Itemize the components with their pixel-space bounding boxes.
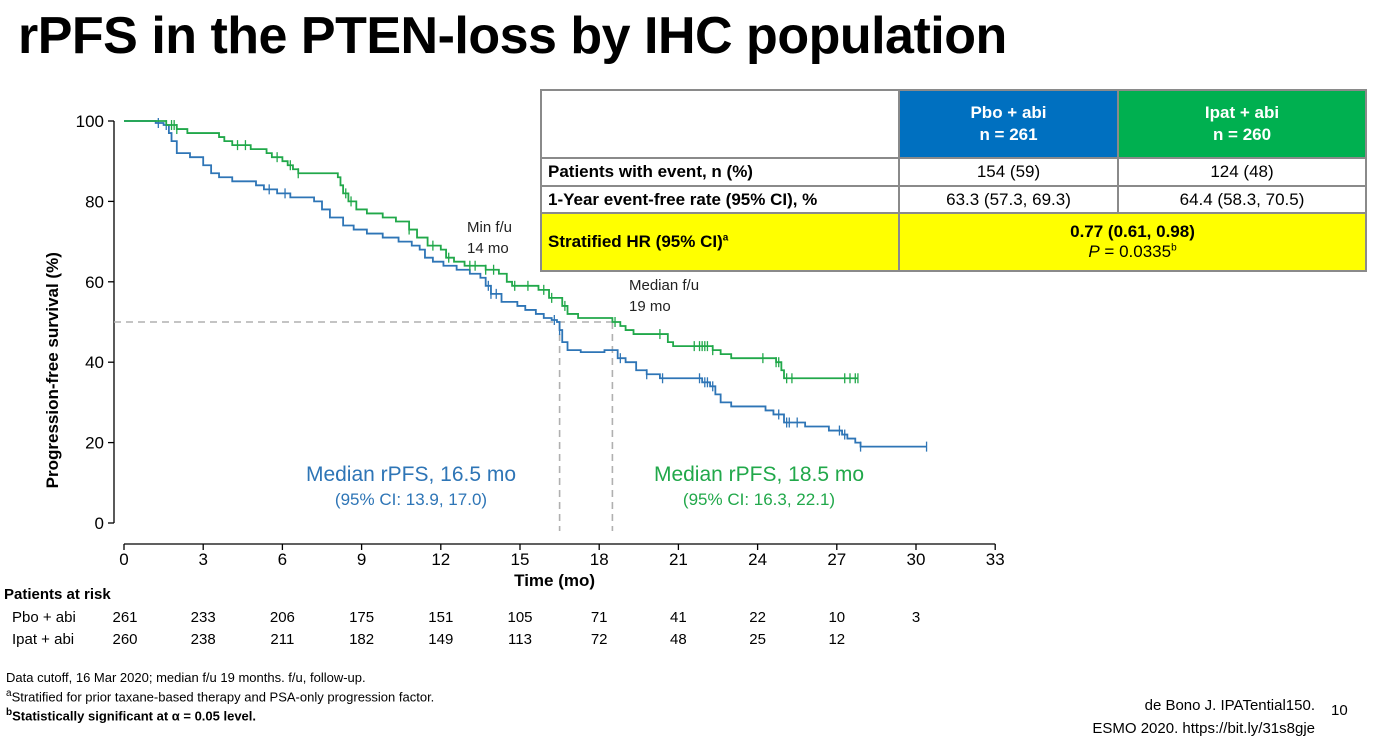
footnote-3: bStatistically significant at α = 0.05 l… (6, 707, 256, 723)
risk-cell: 113 (508, 631, 532, 648)
col-header-ipat-n: n = 260 (1212, 125, 1272, 144)
cell-events-pbo: 154 (59) (898, 157, 1119, 187)
risk-table-title: Patients at risk (4, 586, 111, 603)
chart-annotations: Min f/u 14 mo Median f/u 19 mo Median rPFS, … (306, 219, 864, 509)
table-corner-cell (540, 89, 900, 159)
risk-cell: 233 (190, 609, 216, 626)
y-tick-label: 80 (85, 192, 104, 211)
annotation-3-line1: Median rPFS, 18.5 mo (654, 463, 864, 486)
survival-curves (124, 118, 928, 452)
row-label-hr: Stratified HR (95% CI)a (540, 212, 900, 272)
risk-cell: 25 (749, 631, 766, 648)
risk-cell: 10 (828, 609, 846, 626)
annotation-2-line2: (95% CI: 13.9, 17.0) (335, 490, 487, 509)
risk-cell: 105 (507, 609, 533, 626)
risk-cell: 182 (349, 631, 375, 648)
y-axis-label: Progression-free survival (%) (43, 252, 62, 488)
table-row-hr: Stratified HR (95% CI)a 0.77 (0.61, 0.98… (540, 212, 1367, 272)
risk-cell: 261 (112, 609, 138, 626)
y-tick-label: 40 (85, 353, 104, 372)
risk-label-ipat: Ipat + abi (12, 631, 75, 648)
risk-cell: 3 (911, 609, 921, 626)
p-label: P (1088, 242, 1100, 261)
col-header-ipat-label: Ipat + abi (1204, 103, 1280, 122)
cell-efr-pbo: 63.3 (57.3, 69.3) (898, 185, 1119, 214)
x-tick-label: 18 (590, 550, 609, 569)
table-row: 1-Year event-free rate (95% CI), % 63.3 … (540, 185, 1367, 214)
risk-cell: 12 (828, 631, 846, 648)
risk-label-pbo: Pbo + abi (12, 609, 76, 626)
risk-cell: 149 (428, 631, 454, 648)
risk-cell: 41 (670, 609, 687, 626)
risk-cell: 71 (590, 609, 608, 626)
annotation-0-line1: Min f/u (467, 219, 512, 236)
x-tick-label: 21 (669, 550, 688, 569)
risk-cell: 175 (349, 609, 375, 626)
hr-label: Stratified HR (95% CI) (548, 232, 723, 251)
y-tick-label: 60 (85, 273, 104, 292)
slide-title: rPFS in the PTEN-loss by IHC population (18, 7, 1007, 65)
risk-cell: 72 (590, 631, 608, 648)
p-sup: b (1171, 242, 1177, 254)
risk-cell: 151 (428, 609, 454, 626)
risk-cell: 206 (269, 609, 295, 626)
cell-events-ipat: 124 (48) (1117, 157, 1367, 187)
x-tick-label: 33 (986, 550, 1005, 569)
footnote-3-sup: b (6, 707, 13, 718)
footnote-2: aStratified for prior taxane-based thera… (6, 688, 434, 704)
risk-cell: 48 (670, 631, 687, 648)
annotation-3-line2: (95% CI: 16.3, 22.1) (683, 490, 835, 509)
page-number: 10 (1331, 702, 1348, 719)
col-header-ipat: Ipat + abi n = 260 (1117, 89, 1367, 159)
x-tick-label: 9 (357, 550, 366, 569)
footnote-2-sup: a (6, 688, 12, 699)
p-value-line: P = 0.0335b (906, 242, 1359, 262)
risk-cell: 22 (749, 609, 766, 626)
row-label-events: Patients with event, n (%) (540, 157, 900, 187)
footnote-1: Data cutoff, 16 Mar 2020; median f/u 19 … (6, 670, 366, 685)
citation-line-2: ESMO 2020. https://bit.ly/31s8gje (1092, 720, 1315, 737)
footnote-2-text: Stratified for prior taxane-based therap… (11, 689, 435, 705)
x-tick-label: 6 (278, 550, 287, 569)
cell-hr: 0.77 (0.61, 0.98) P = 0.0335b (898, 212, 1367, 272)
annotation-1-line1: Median f/u (629, 277, 699, 294)
cell-efr-ipat: 64.4 (58.3, 70.5) (1117, 185, 1367, 214)
citation-line-1: de Bono J. IPATential150. (1144, 697, 1315, 714)
col-header-pbo-n: n = 261 (979, 125, 1038, 144)
risk-cell: 238 (190, 631, 216, 648)
risk-cell: 211 (270, 631, 295, 648)
col-header-pbo-label: Pbo + abi (970, 103, 1047, 122)
col-header-pbo: Pbo + abi n = 261 (898, 89, 1119, 159)
hr-label-sup: a (722, 232, 729, 244)
x-tick-label: 12 (431, 550, 450, 569)
y-tick-label: 20 (85, 434, 104, 453)
annotation-0-line2: 14 mo (467, 240, 509, 257)
median-reference-lines (114, 321, 614, 531)
row-label-efr: 1-Year event-free rate (95% CI), % (540, 185, 900, 214)
y-tick-label: 0 (95, 514, 104, 533)
hr-value: 0.77 (0.61, 0.98) (1070, 222, 1195, 241)
x-tick-label: 3 (198, 550, 207, 569)
x-tick-label: 27 (827, 550, 846, 569)
chart-axes: 0 20 40 60 80 100 0 3 6 9 12 15 18 21 24 27 30 33 Time (mo… (43, 112, 1005, 590)
table-row: Patients with event, n (%) 154 (59) 124 … (540, 157, 1367, 187)
x-tick-label: 15 (511, 550, 530, 569)
x-tick-label: 0 (119, 550, 128, 569)
x-axis-label: Time (mo) (514, 571, 595, 590)
p-value: = 0.0335 (1099, 242, 1172, 261)
series-line-1 (124, 120, 858, 380)
y-tick-label: 100 (76, 112, 104, 131)
x-tick-label: 24 (748, 550, 767, 569)
risk-cell: 260 (112, 631, 138, 648)
annotation-1-line2: 19 mo (629, 298, 671, 315)
footnote-3-text: Statistically significant at α = 0.05 le… (12, 708, 257, 724)
annotation-2-line1: Median rPFS, 16.5 mo (306, 463, 516, 486)
x-tick-label: 30 (907, 550, 926, 569)
stats-table: Pbo + abi n = 261 Ipat + abi n = 260 Pat… (540, 89, 1367, 272)
